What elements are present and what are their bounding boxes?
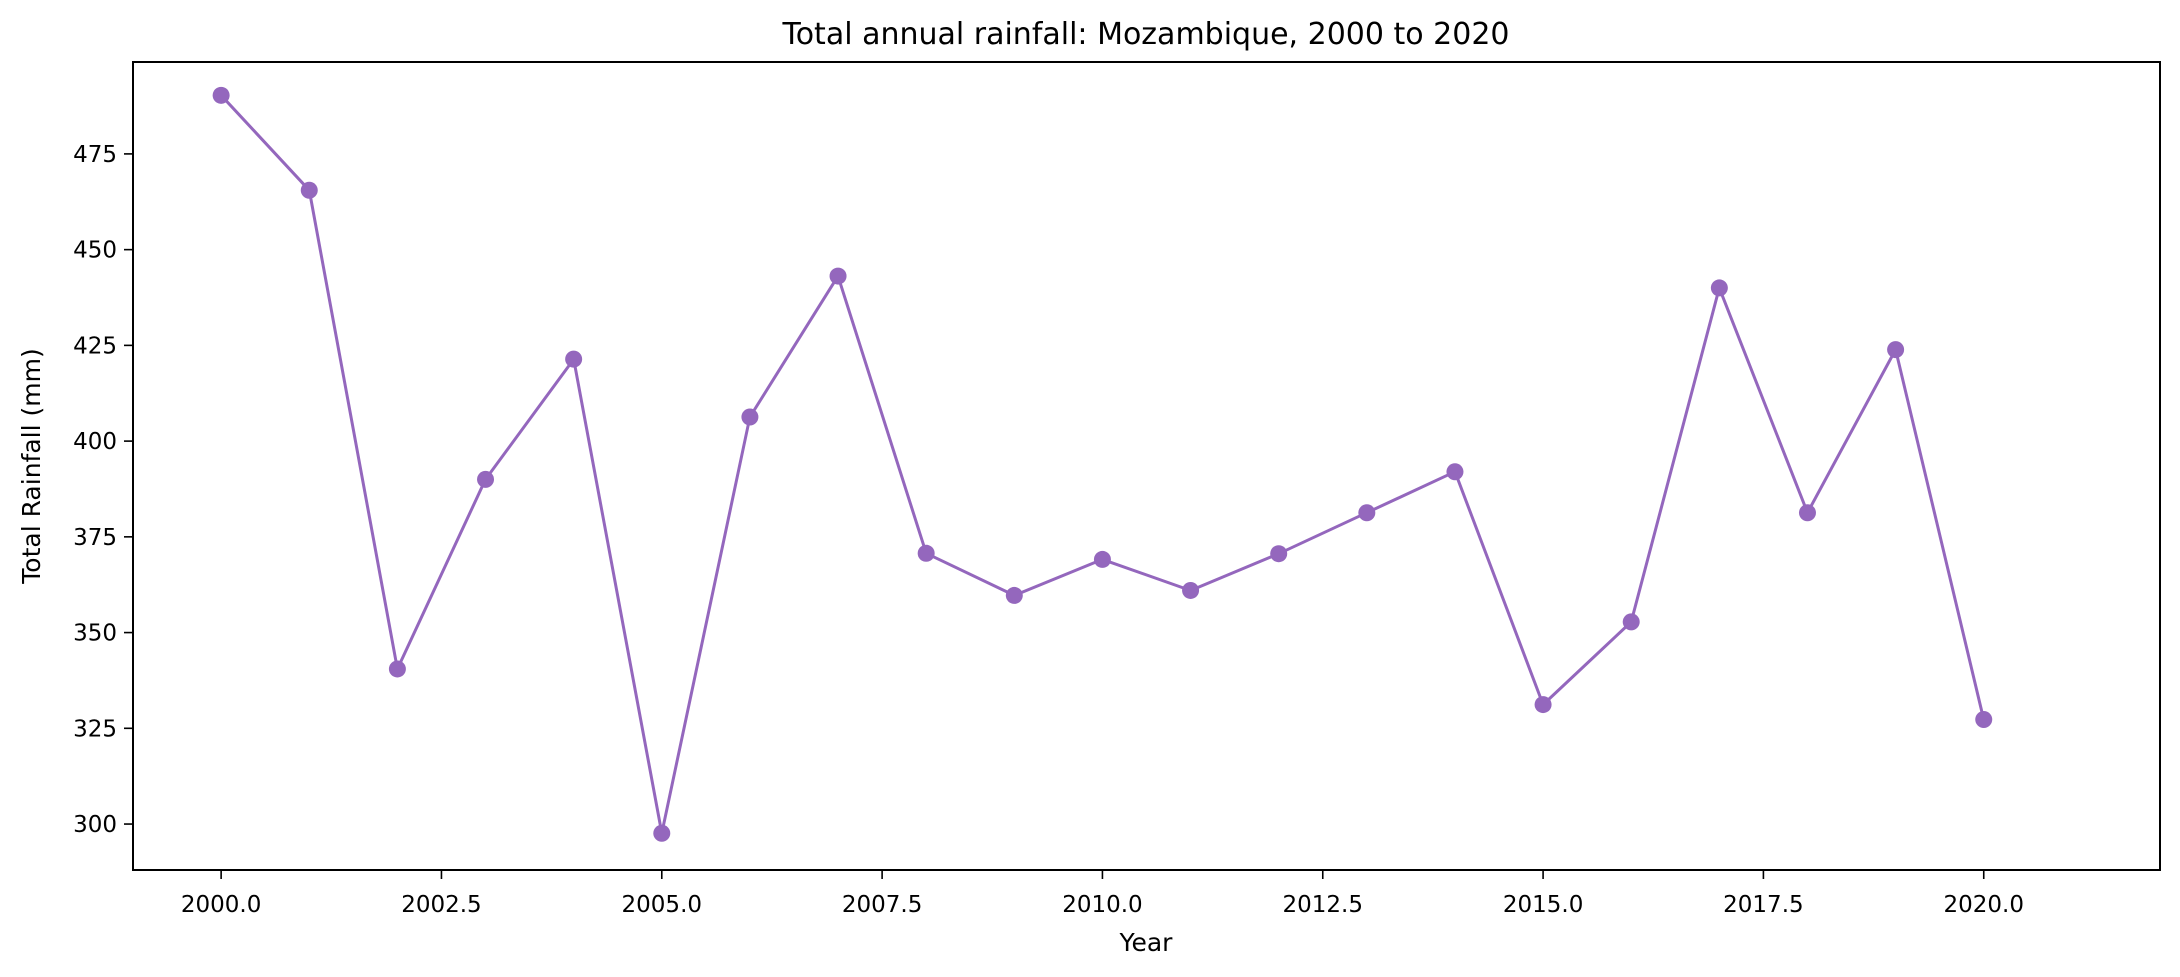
x-tick-label: 2020.0	[1943, 892, 2023, 918]
y-tick-label: 400	[73, 429, 117, 455]
y-tick-label: 350	[73, 621, 117, 647]
data-point	[300, 181, 318, 199]
y-axis-label: Total Rainfall (mm)	[17, 348, 46, 584]
plot-area	[212, 86, 1993, 842]
x-tick-label: 2017.5	[1723, 892, 1803, 918]
data-point	[1358, 504, 1376, 522]
y-tick-label: 475	[73, 142, 117, 168]
x-tick-label: 2002.5	[401, 892, 481, 918]
x-tick-label: 2007.5	[842, 892, 922, 918]
data-point	[1798, 504, 1816, 522]
chart-title: Total annual rainfall: Mozambique, 2000 …	[781, 17, 1509, 52]
x-tick-label: 2015.0	[1503, 892, 1583, 918]
data-point	[388, 660, 406, 678]
data-point	[741, 408, 759, 426]
y-tick-label: 450	[73, 238, 117, 264]
data-point	[829, 267, 847, 285]
data-point	[1975, 711, 1993, 729]
data-point	[1710, 279, 1728, 297]
x-tick-label: 2010.0	[1062, 892, 1142, 918]
data-point	[1093, 550, 1111, 568]
data-point	[653, 824, 671, 842]
plot-frame	[132, 61, 2161, 871]
data-point	[1622, 613, 1640, 631]
data-point	[1182, 581, 1200, 599]
data-point	[212, 86, 230, 104]
data-point	[1446, 463, 1464, 481]
data-point	[1887, 341, 1905, 359]
y-tick-label: 375	[73, 525, 117, 551]
data-point	[565, 350, 583, 368]
y-tick-label: 300	[73, 812, 117, 838]
data-point	[917, 544, 935, 562]
data-point	[1005, 586, 1023, 604]
x-tick-label: 2005.0	[622, 892, 702, 918]
data-point	[1534, 696, 1552, 714]
x-axis: 2000.0 2002.5 2005.0 2007.5 2010.0 2012.5 2015…	[181, 870, 2024, 918]
x-tick-label: 2000.0	[181, 892, 261, 918]
data-point	[477, 470, 495, 488]
x-axis-label: Year	[1119, 928, 1174, 957]
data-point	[1270, 545, 1288, 563]
y-tick-label: 425	[73, 333, 117, 359]
y-axis: 300 325 350 375 400 425 450 475	[73, 142, 133, 838]
x-tick-label: 2012.5	[1283, 892, 1363, 918]
series-line	[220, 94, 1986, 835]
y-tick-label: 325	[73, 716, 117, 742]
